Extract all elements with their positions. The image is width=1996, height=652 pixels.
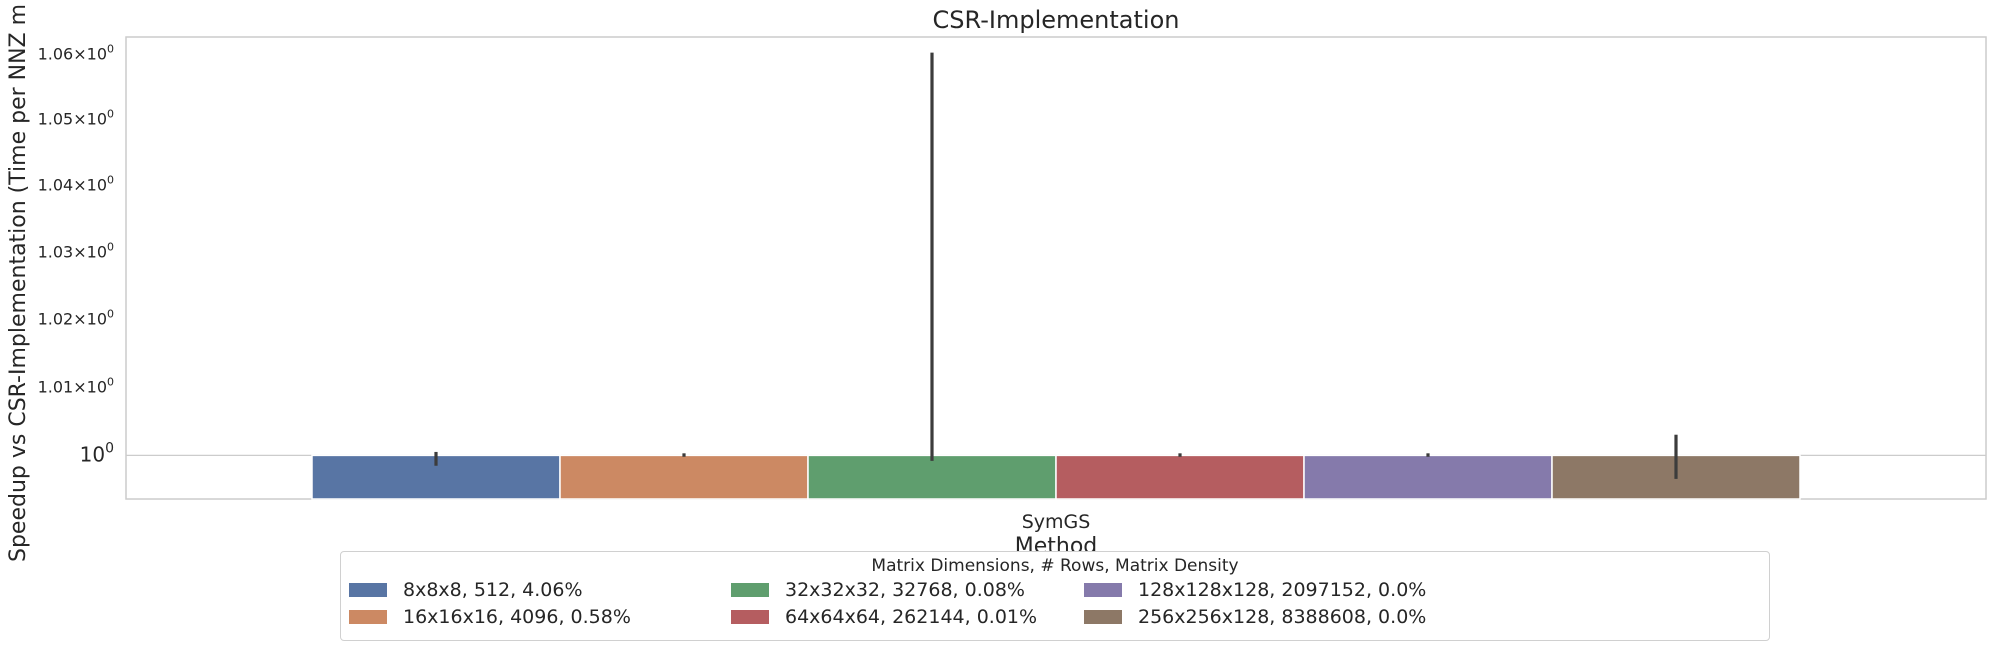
legend-label: 16x16x16, 4096, 0.58% — [403, 606, 631, 628]
legend-swatch — [349, 583, 387, 597]
legend-item-2: 16x16x16, 4096, 0.58% — [349, 605, 631, 629]
y-tick-label: 100 — [80, 440, 114, 466]
bar-3 — [807, 454, 1057, 500]
legend: Matrix Dimensions, # Rows, Matrix Densit… — [340, 551, 1770, 641]
legend-label: 128x128x128, 2097152, 0.0% — [1138, 579, 1427, 601]
x-tick-label: SymGS — [1022, 511, 1091, 533]
legend-label: 8x8x8, 512, 4.06% — [403, 579, 583, 601]
y-tick-label: 1.02×100 — [38, 308, 114, 329]
legend-item-1: 8x8x8, 512, 4.06% — [349, 578, 583, 602]
legend-label: 32x32x32, 32768, 0.08% — [785, 579, 1025, 601]
y-tick-label: 1.06×100 — [38, 42, 114, 63]
legend-item-3: 32x32x32, 32768, 0.08% — [731, 578, 1025, 602]
y-tick-label: 1.01×100 — [38, 376, 114, 397]
y-axis-label: Speedup vs CSR-Implementation (Time per … — [6, 4, 31, 562]
legend-swatch — [1084, 583, 1122, 597]
chart-title: CSR-Implementation — [933, 6, 1180, 34]
legend-item-5: 128x128x128, 2097152, 0.0% — [1084, 578, 1426, 602]
legend-label: 256x256x128, 8388608, 0.0% — [1138, 606, 1427, 628]
legend-swatch — [349, 610, 387, 624]
legend-swatch — [731, 610, 769, 624]
bar-5 — [1303, 454, 1553, 500]
bar-4 — [1055, 454, 1305, 500]
legend-swatch — [731, 583, 769, 597]
legend-label: 64x64x64, 262144, 0.01% — [785, 606, 1038, 628]
legend-swatch — [1084, 610, 1122, 624]
legend-title: Matrix Dimensions, # Rows, Matrix Densit… — [871, 556, 1239, 576]
y-tick-label: 1.03×100 — [38, 240, 114, 261]
bar-2 — [559, 454, 809, 500]
legend-item-4: 64x64x64, 262144, 0.01% — [731, 605, 1037, 629]
y-tick-label: 1.05×100 — [38, 108, 114, 129]
plot-area — [125, 36, 1987, 500]
y-tick-label: 1.04×100 — [38, 174, 114, 195]
legend-item-6: 256x256x128, 8388608, 0.0% — [1084, 605, 1426, 629]
